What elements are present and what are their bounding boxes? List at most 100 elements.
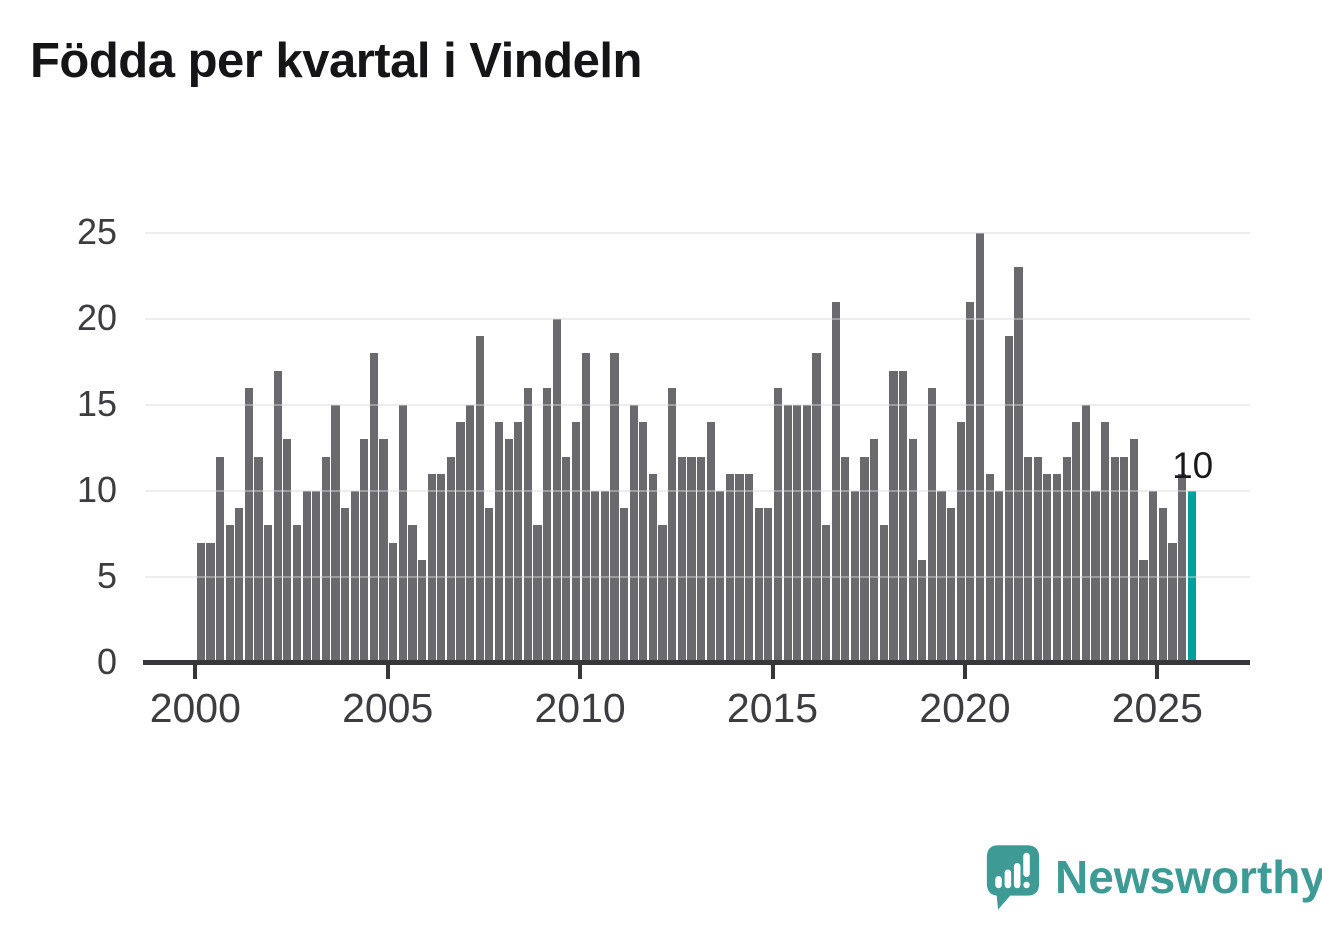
bar-2006-K3 [446,456,455,663]
gridline-overlay-10 [145,490,1250,492]
bar-2007-K1 [466,405,475,663]
bar-highlight-2025-K4 [1187,491,1196,663]
bar-2014-K4 [764,508,773,663]
bar-2017-K1 [850,491,860,663]
x-axis-tick-2020 [962,665,967,679]
gridline-overlay-15 [145,404,1250,406]
bar-2015-K4 [802,405,811,663]
bar-2003-K3 [331,405,340,663]
bar-2000-K3 [215,456,225,663]
bar-2010-K3 [600,491,609,663]
bar-2009-K3 [562,456,571,663]
bar-2021-K4 [1033,456,1042,663]
bar-2012-K4 [687,456,696,663]
bar-2016-K2 [822,525,831,663]
bar-2014-K2 [745,473,754,663]
highlight-value-label: 10 [1172,445,1214,486]
bar-2010-K1 [581,353,590,663]
bar-2020-K3 [985,473,994,663]
y-axis-label-20: 20 [76,297,117,338]
bar-2012-K2 [668,387,677,663]
bar-2005-K1 [389,542,398,663]
bar-2003-K1 [312,491,321,663]
bar-2007-K2 [475,336,484,663]
bar-2005-K4 [417,559,427,663]
x-axis-tick-2010 [578,665,583,679]
bar-2018-K2 [898,370,908,663]
bar-2013-K1 [696,456,706,663]
bar-2004-K4 [379,439,388,663]
x-axis-tick-2005 [385,665,390,679]
bar-2013-K4 [725,473,734,663]
bar-2019-K3 [947,508,956,663]
bar-2024-K1 [1120,456,1129,663]
bar-2004-K2 [360,439,369,663]
bar-2003-K2 [321,456,330,663]
bar-chart-speech-bubble-icon [986,845,1040,910]
plot-area: 10 0 5 10 15 20 25 2000 2005 2010 2015 2020 2025 [77,211,1250,731]
bar-2001-K4 [264,525,273,663]
bar-2014-K1 [735,473,744,663]
bar-2021-K3 [1024,456,1033,663]
bar-2006-K4 [456,422,465,663]
bar-2013-K3 [716,491,725,663]
bar-2001-K3 [254,456,263,663]
bar-2001-K2 [244,387,253,663]
gridline-overlay-5 [145,576,1250,578]
bar-2019-K2 [937,491,946,663]
y-axis-label-15: 15 [76,383,117,424]
bar-2006-K2 [437,473,446,663]
bar-2017-K3 [870,439,879,663]
y-axis-label-5: 5 [96,555,117,596]
x-axis-label-2010: 2010 [534,685,626,731]
bar-2011-K1 [619,508,629,663]
x-axis-tick-2025 [1155,665,1160,679]
bar-2022-K3 [1062,456,1071,663]
bar-2005-K2 [398,405,407,663]
y-axis-label-10: 10 [76,469,117,510]
bar-2018-K3 [908,439,917,663]
bar-2011-K2 [629,405,638,663]
bar-2000-K1 [196,542,205,663]
bar-2007-K4 [494,422,504,663]
x-axis-label-2005: 2005 [342,685,434,731]
bar-2009-K4 [571,422,581,663]
bar-2022-K4 [1072,422,1081,663]
bar-2004-K1 [350,491,359,663]
bar-2003-K4 [341,508,350,663]
bar-2015-K2 [783,405,792,663]
bar-2002-K1 [273,370,282,663]
bar-2015-K1 [773,387,783,663]
bar-2002-K2 [283,439,292,663]
bar-2008-K4 [533,525,542,663]
chart-title: Födda per kvartal i Vindeln [30,34,642,88]
bar-2015-K3 [793,405,802,663]
bar-2020-K1 [966,301,975,663]
bar-2020-K2 [975,233,985,663]
bar-2009-K2 [552,319,561,663]
bar-2023-K3 [1100,422,1110,663]
y-axis-label-25: 25 [76,211,117,252]
bar-2010-K2 [591,491,600,663]
bar-2000-K2 [206,542,215,663]
bar-2024-K3 [1139,559,1148,663]
bar-2022-K1 [1043,473,1052,663]
bar-2001-K1 [235,508,244,663]
bar-2016-K1 [812,353,821,663]
bar-2009-K1 [543,387,552,663]
bar-2008-K1 [504,439,513,663]
bar-2016-K3 [831,301,840,663]
bar-2023-K1 [1081,405,1090,663]
x-axis-label-2015: 2015 [726,685,819,731]
bar-2021-K1 [1004,336,1013,663]
bar-2013-K2 [706,422,715,663]
logo-wordmark: Newsworthy [1055,851,1322,903]
bar-2025-K3 [1177,473,1187,663]
newsworthy-logo: Newsworthy [985,843,1322,911]
bar-2018-K4 [918,559,927,663]
bar-2002-K4 [302,491,311,663]
gridline-20 [145,318,1250,320]
bar-2016-K4 [841,456,850,663]
bar-2024-K4 [1149,491,1158,663]
bar-2018-K1 [889,370,898,663]
